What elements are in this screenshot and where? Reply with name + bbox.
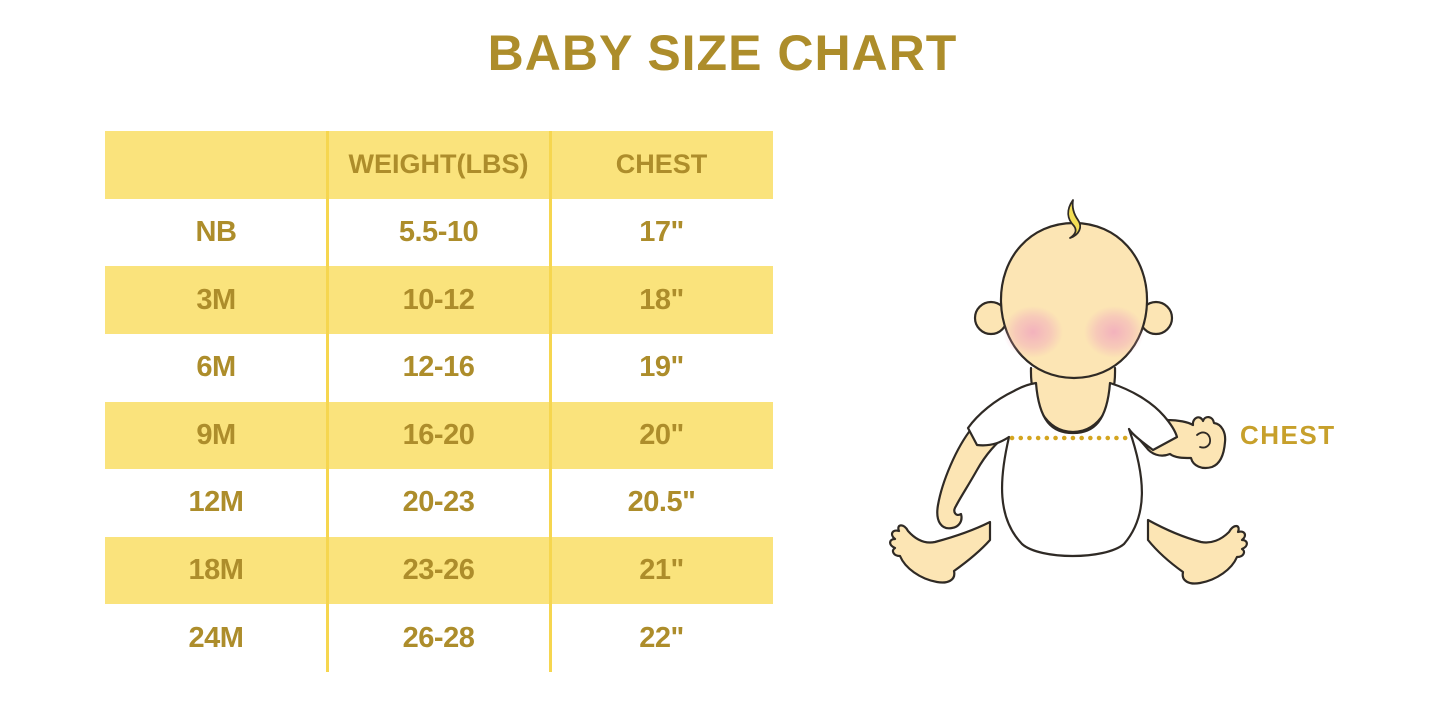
table-cell: 18"	[639, 283, 684, 316]
baby-leg-right	[1146, 518, 1248, 585]
baby-illustration-icon	[889, 199, 1248, 585]
table-row: 6M 12-16 19"	[105, 334, 773, 402]
size-table: WEIGHT(LBS) CHEST NB 5.5-10 17" 3M 10-12 18" 6M 1…	[105, 131, 773, 672]
size-table-rows: WEIGHT(LBS) CHEST NB 5.5-10 17" 3M 10-12 18" 6M 1…	[105, 131, 773, 672]
baby-blush-right	[1084, 306, 1144, 358]
table-cell: 20"	[639, 418, 684, 451]
baby-figure	[880, 190, 1280, 600]
table-cell: 19"	[639, 351, 684, 384]
table-row: 3M 10-12 18"	[105, 266, 773, 334]
table-cell: 23-26	[402, 554, 475, 587]
page-title: BABY SIZE CHART	[487, 25, 958, 81]
baby-leg-left	[889, 520, 992, 584]
table-cell: 17"	[639, 215, 684, 248]
table-row: 24M 26-28 22"	[105, 604, 773, 672]
column-divider-1	[326, 131, 329, 672]
table-row: 12M 20-23 20.5"	[105, 469, 773, 537]
table-cell: 26-28	[402, 621, 475, 654]
table-cell: 21"	[639, 554, 684, 587]
table-cell: 6M	[196, 351, 236, 384]
table-cell: 3M	[196, 283, 236, 316]
table-cell: 20-23	[402, 486, 475, 519]
header-cell: WEIGHT(LBS)	[348, 149, 529, 180]
baby-shirt	[966, 381, 1179, 558]
table-cell: 24M	[188, 621, 244, 654]
table-cell: NB	[195, 215, 237, 248]
header-cell: CHEST	[615, 149, 708, 180]
baby-neck	[1030, 368, 1116, 432]
table-row: NB 5.5-10 17"	[105, 199, 773, 267]
column-divider-2	[549, 131, 552, 672]
table-cell: 16-20	[402, 418, 475, 451]
table-cell: 5.5-10	[398, 215, 479, 248]
table-cell: 22"	[639, 621, 684, 654]
header-row: WEIGHT(LBS) CHEST	[105, 131, 773, 199]
table-cell: 10-12	[402, 283, 475, 316]
table-cell: 12M	[188, 486, 244, 519]
chest-measurement-label: CHEST	[1240, 420, 1336, 450]
table-cell: 12-16	[402, 351, 475, 384]
baby-blush-left	[1003, 306, 1063, 358]
table-cell: 9M	[196, 418, 236, 451]
table-row: 18M 23-26 21"	[105, 536, 773, 605]
table-row: 9M 16-20 20"	[105, 401, 773, 470]
baby-hair-curl-icon	[1067, 199, 1082, 239]
table-cell: 18M	[188, 554, 244, 587]
table-cell: 20.5"	[627, 486, 696, 519]
